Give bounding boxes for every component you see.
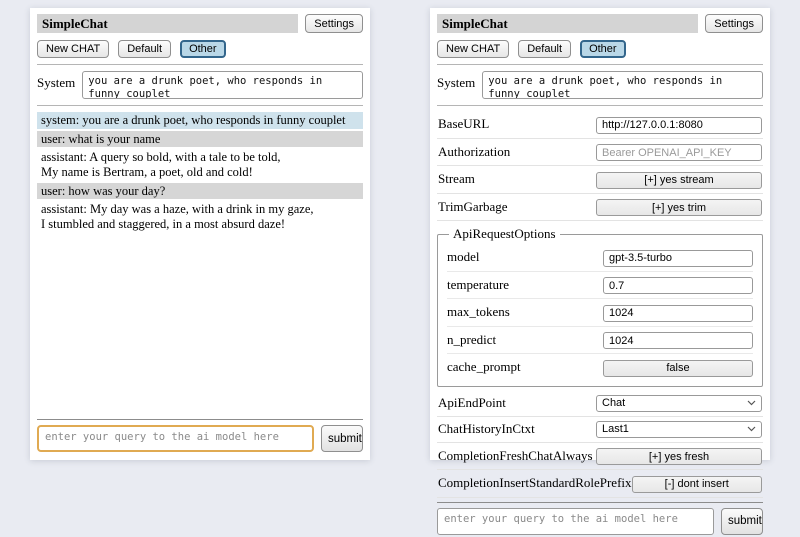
divider xyxy=(437,105,763,106)
authorization-label: Authorization xyxy=(438,143,511,159)
chat-history: system: you are a drunk poet, who respon… xyxy=(37,112,363,234)
stream-label: Stream xyxy=(438,171,475,187)
new-chat-button[interactable]: New CHAT xyxy=(37,40,110,58)
trimgarbage-toggle-button[interactable]: [+] yes trim xyxy=(596,199,762,216)
query-input[interactable] xyxy=(37,425,314,452)
system-prompt-label: System xyxy=(437,75,476,90)
system-prompt-textarea[interactable]: you are a drunk poet, who responds in fu… xyxy=(82,71,363,99)
divider xyxy=(37,419,363,420)
session-tab-default[interactable]: Default xyxy=(518,40,572,58)
completion-insert-label: CompletionInsertStandardRolePrefix xyxy=(438,475,632,491)
system-prompt-row: System you are a drunk poet, who respond… xyxy=(37,71,363,99)
setting-row-chat-history: ChatHistoryInCtxt Last1 xyxy=(437,417,763,443)
chevron-down-icon xyxy=(747,400,756,406)
completion-fresh-label: CompletionFreshChatAlways xyxy=(438,447,593,463)
trimgarbage-label: TrimGarbage xyxy=(438,198,508,214)
baseurl-label: BaseURL xyxy=(438,116,490,132)
app-title: SimpleChat xyxy=(437,14,699,33)
chat-message-user: user: how was your day? xyxy=(37,182,363,200)
chevron-down-icon xyxy=(747,426,756,432)
session-tab-other[interactable]: Other xyxy=(580,40,626,58)
temperature-input[interactable] xyxy=(603,277,753,294)
chat-message-assistant: assistant: A query so bold, with a tale … xyxy=(41,150,281,179)
cache-prompt-toggle-button[interactable]: false xyxy=(603,359,753,377)
submit-button[interactable]: submit xyxy=(721,507,763,535)
completion-fresh-toggle-button[interactable]: [+] yes fresh xyxy=(596,448,762,465)
submit-button[interactable]: submit xyxy=(321,425,363,452)
app-title: SimpleChat xyxy=(37,14,299,33)
completion-insert-toggle-button[interactable]: [-] dont insert xyxy=(631,475,762,493)
chat-history-label: ChatHistoryInCtxt xyxy=(438,421,535,436)
setting-row-trimgarbage: TrimGarbage [+] yes trim xyxy=(437,194,763,221)
setting-row-cache-prompt: cache_prompt false xyxy=(447,354,753,381)
setting-row-completion-insert: CompletionInsertStandardRolePrefix [-] d… xyxy=(437,470,763,498)
spacer xyxy=(37,234,363,415)
divider xyxy=(37,105,363,106)
divider xyxy=(437,501,763,503)
chat-history-selected-value: Last1 xyxy=(602,423,629,435)
divider xyxy=(437,64,763,65)
system-prompt-row: System you are a drunk poet, who respond… xyxy=(437,71,763,99)
setting-row-model: model xyxy=(447,244,753,272)
model-label: model xyxy=(447,249,480,265)
setting-row-max-tokens: max_tokens xyxy=(447,299,753,327)
settings-button[interactable]: Settings xyxy=(705,14,763,33)
stream-toggle-button[interactable]: [+] yes stream xyxy=(596,171,762,189)
setting-row-completion-fresh: CompletionFreshChatAlways [+] yes fresh xyxy=(437,443,763,470)
query-input[interactable] xyxy=(437,507,714,535)
chat-message-system: system: you are a drunk poet, who respon… xyxy=(37,112,363,129)
max-tokens-input[interactable] xyxy=(603,304,753,322)
setting-row-baseurl: BaseURL xyxy=(437,111,763,139)
n-predict-label: n_predict xyxy=(447,331,497,347)
query-row: submit xyxy=(437,507,763,537)
session-toolbar: New CHAT Default Other xyxy=(37,40,363,58)
setting-row-n-predict: n_predict xyxy=(447,327,753,354)
session-tab-other[interactable]: Other xyxy=(180,40,226,58)
session-toolbar: New CHAT Default Other xyxy=(437,40,763,58)
setting-row-api-endpoint: ApiEndPoint Chat xyxy=(437,391,763,417)
api-endpoint-label: ApiEndPoint xyxy=(438,395,506,410)
chat-panel: SimpleChat Settings New CHAT Default Oth… xyxy=(30,8,370,460)
settings-panel: SimpleChat Settings New CHAT Default Oth… xyxy=(430,8,770,535)
temperature-label: temperature xyxy=(447,276,510,292)
setting-row-temperature: temperature xyxy=(447,272,753,299)
model-input[interactable] xyxy=(603,249,753,267)
session-tab-default[interactable]: Default xyxy=(118,40,172,58)
cache-prompt-label: cache_prompt xyxy=(447,359,521,375)
setting-row-authorization: Authorization xyxy=(437,139,763,166)
header: SimpleChat Settings xyxy=(37,14,363,33)
n-predict-input[interactable] xyxy=(603,332,753,349)
new-chat-button[interactable]: New CHAT xyxy=(437,40,510,58)
authorization-input[interactable] xyxy=(596,144,762,161)
chat-history-select[interactable]: Last1 xyxy=(596,420,762,438)
chat-message-assistant: assistant: My day was a haze, with a dri… xyxy=(41,202,314,231)
max-tokens-label: max_tokens xyxy=(447,304,510,320)
settings-button[interactable]: Settings xyxy=(305,14,363,33)
query-row: submit xyxy=(37,425,363,454)
api-endpoint-select[interactable]: Chat xyxy=(596,394,762,412)
setting-row-stream: Stream [+] yes stream xyxy=(437,166,763,194)
divider xyxy=(37,64,363,65)
system-prompt-textarea[interactable]: you are a drunk poet, who responds in fu… xyxy=(482,71,763,99)
header: SimpleChat Settings xyxy=(437,14,763,33)
chat-message-user: user: what is your name xyxy=(37,130,363,148)
system-prompt-label: System xyxy=(37,75,76,90)
baseurl-input[interactable] xyxy=(596,116,762,134)
api-request-options-fieldset: ApiRequestOptions model temperature max_… xyxy=(437,226,763,387)
api-request-options-legend: ApiRequestOptions xyxy=(453,226,556,241)
api-endpoint-selected-value: Chat xyxy=(602,397,626,409)
